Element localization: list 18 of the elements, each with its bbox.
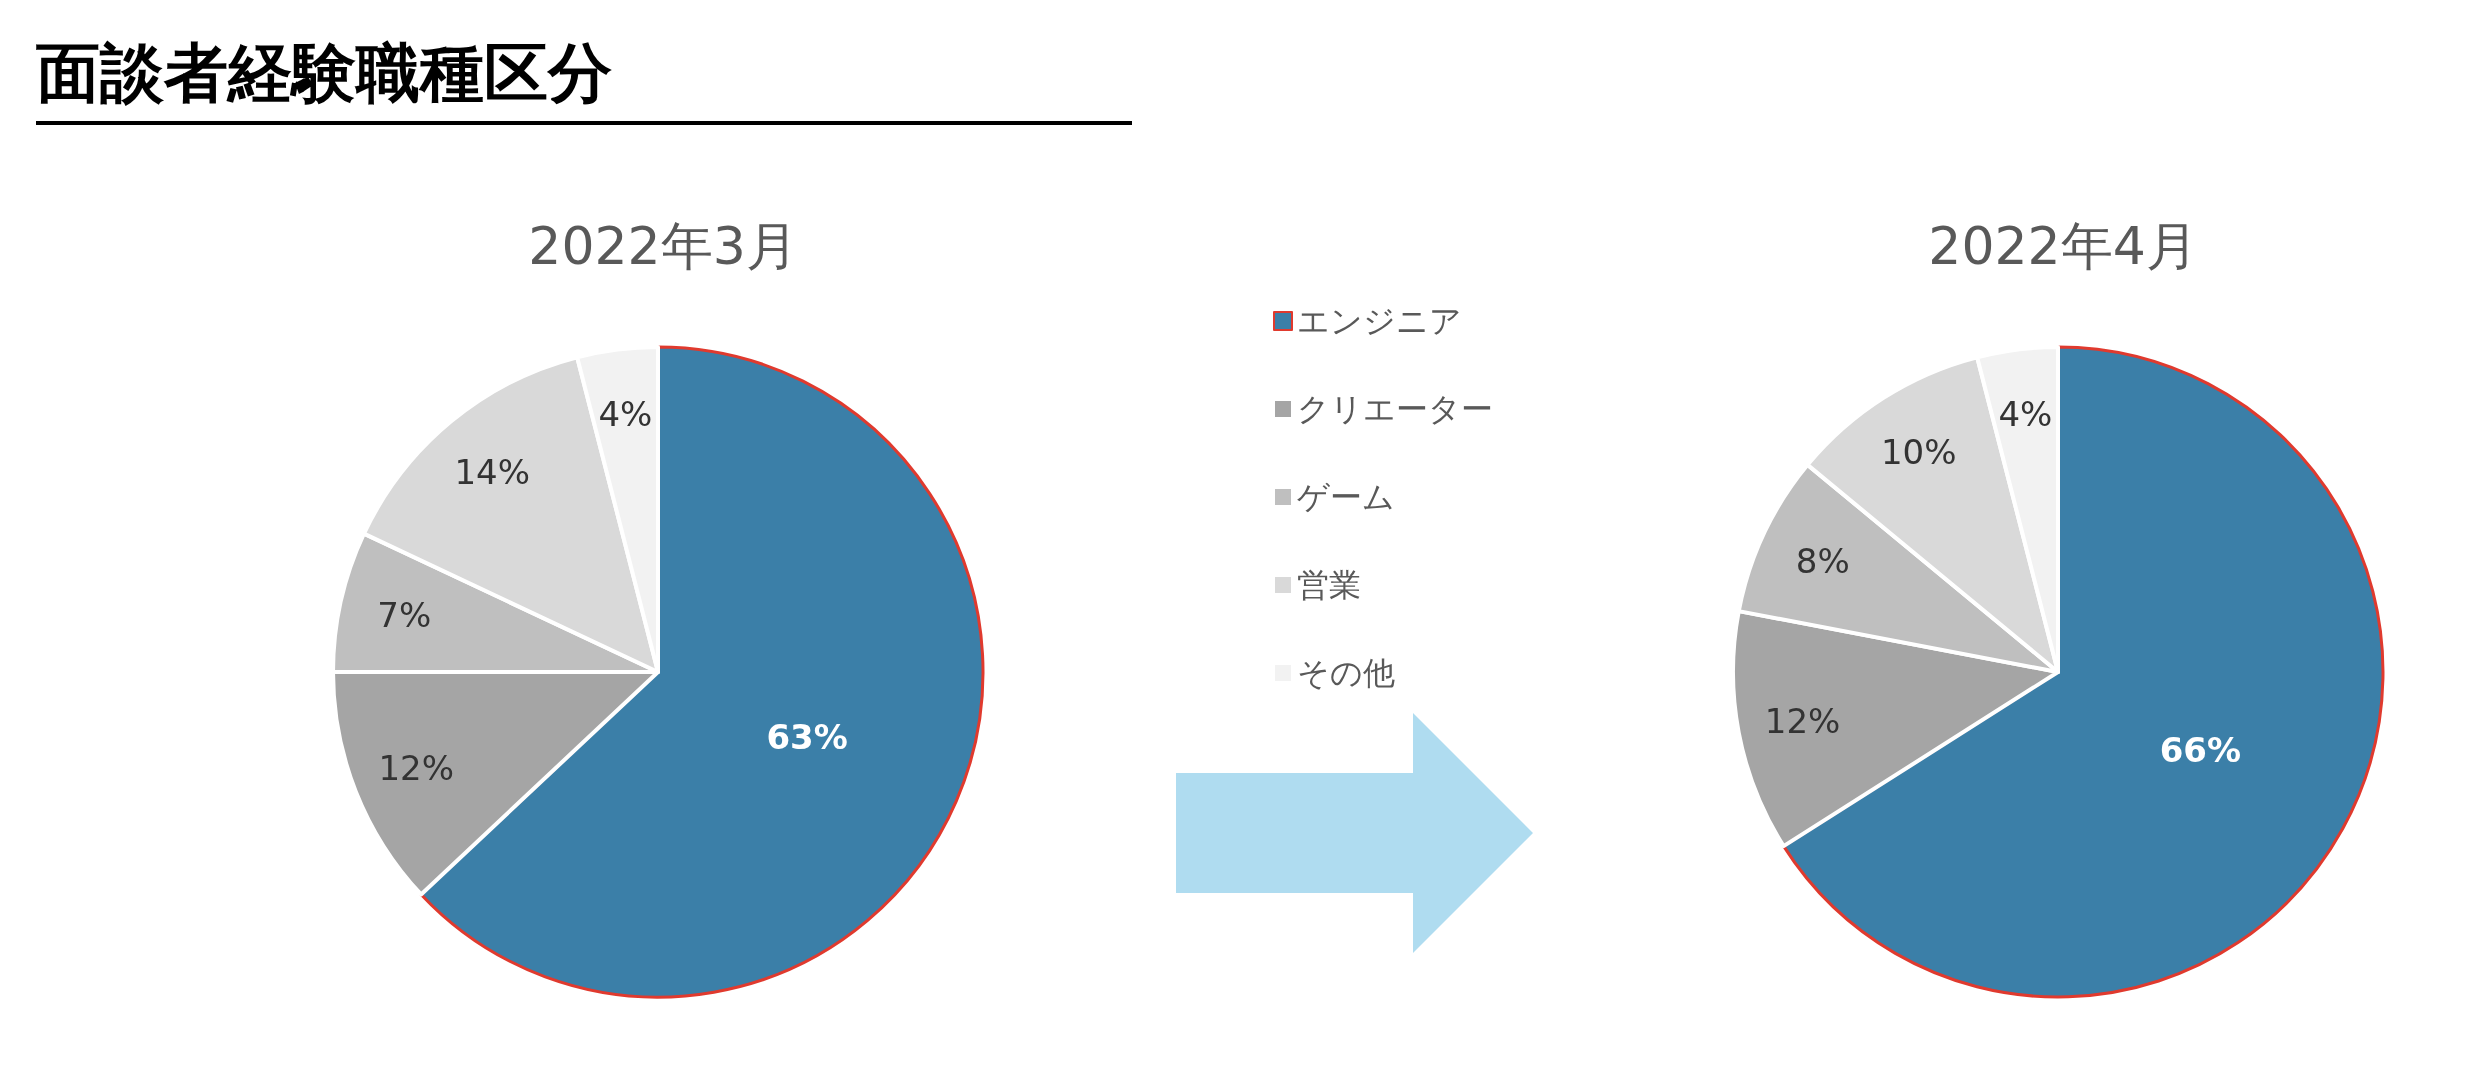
- data-label: 4%: [1998, 394, 2053, 435]
- data-label: 66%: [2159, 730, 2242, 771]
- legend-label: その他: [1297, 654, 1395, 692]
- data-label: 10%: [1880, 432, 1957, 473]
- chart-title: 面談者経験職種区分: [36, 30, 1132, 125]
- legend-label: ゲーム: [1297, 478, 1395, 516]
- data-label: 4%: [598, 394, 653, 435]
- data-label: 12%: [378, 747, 455, 788]
- data-label: 63%: [766, 716, 848, 757]
- data-label: 14%: [454, 451, 531, 492]
- data-label: 12%: [1764, 700, 1841, 741]
- slice-label: 2022年3月: [528, 216, 798, 276]
- legend-label: 営業: [1297, 566, 1361, 604]
- legend-label: エンジニア: [1297, 302, 1462, 340]
- data-label: 7%: [377, 595, 432, 636]
- legend-label: クリエーター: [1297, 390, 1493, 428]
- data-label: 8%: [1795, 541, 1850, 582]
- slice-label: 2022年4月: [1928, 216, 2198, 276]
